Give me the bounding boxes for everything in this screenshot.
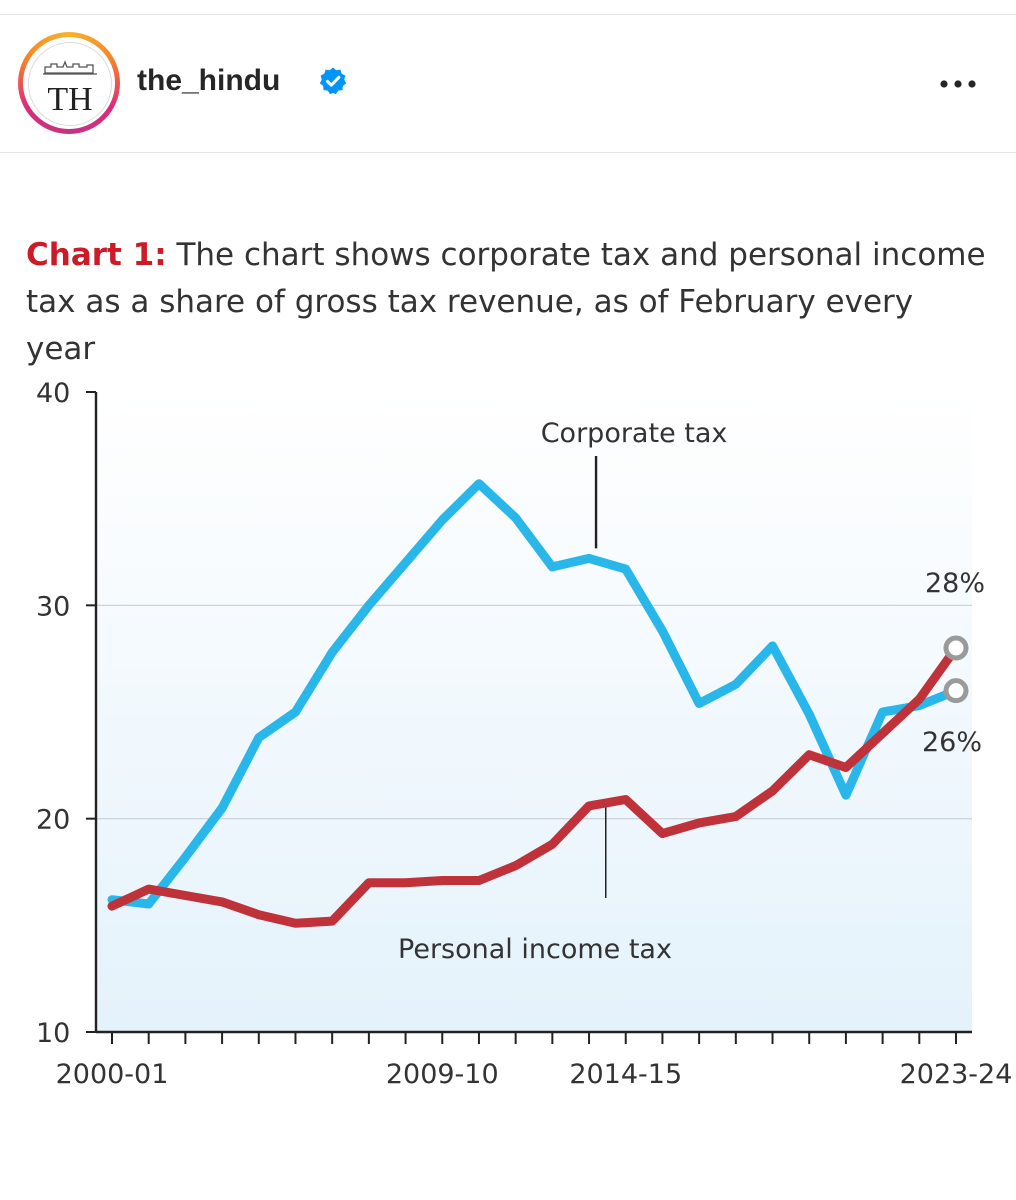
- series-line-corporate-tax: [107, 479, 961, 909]
- personal-income-tax-label: Personal income tax: [398, 934, 672, 965]
- corporate-end-marker: [943, 678, 969, 704]
- x-tick-label-2023-24: 2023-24: [900, 1059, 1013, 1090]
- avatar[interactable]: TH: [28, 42, 112, 126]
- top-divider: [0, 14, 1016, 15]
- series-line-personal-income-tax: [107, 643, 961, 928]
- personal-end-marker: [943, 635, 969, 661]
- y-tick-label-10: 10: [36, 1018, 70, 1049]
- more-options-icon[interactable]: [934, 74, 982, 94]
- y-tick-label-40: 40: [36, 378, 70, 409]
- chart-title-lead: Chart 1:: [26, 237, 167, 273]
- y-tick-label-20: 20: [36, 805, 70, 836]
- avatar-text: TH: [47, 81, 92, 118]
- x-tick-label-2009-10: 2009-10: [386, 1059, 499, 1090]
- story-ring[interactable]: TH: [18, 32, 120, 134]
- plot-area: [96, 392, 972, 1032]
- x-tick-label-2014-15: 2014-15: [569, 1059, 682, 1090]
- chart: 10 20 30 40 2000-01 2009-10 2014-15 2023-24 Corp…: [36, 378, 1013, 1090]
- verified-badge-icon: [319, 67, 347, 95]
- personal-end-label: 28%: [925, 568, 985, 599]
- post-header: TH the_hindu: [0, 30, 1016, 140]
- header-divider: [0, 152, 1016, 153]
- corporate-end-label: 26%: [922, 727, 982, 758]
- x-tick-label-2000-01: 2000-01: [56, 1059, 169, 1090]
- the-hindu-logo-icon: TH: [43, 60, 97, 118]
- username[interactable]: the_hindu: [137, 64, 281, 97]
- chart-title-text: The chart shows corporate tax and person…: [26, 237, 986, 367]
- y-tick-label-30: 30: [36, 591, 70, 622]
- chart-title: Chart 1: The chart shows corporate tax a…: [26, 232, 986, 373]
- corporate-tax-label: Corporate tax: [541, 418, 728, 449]
